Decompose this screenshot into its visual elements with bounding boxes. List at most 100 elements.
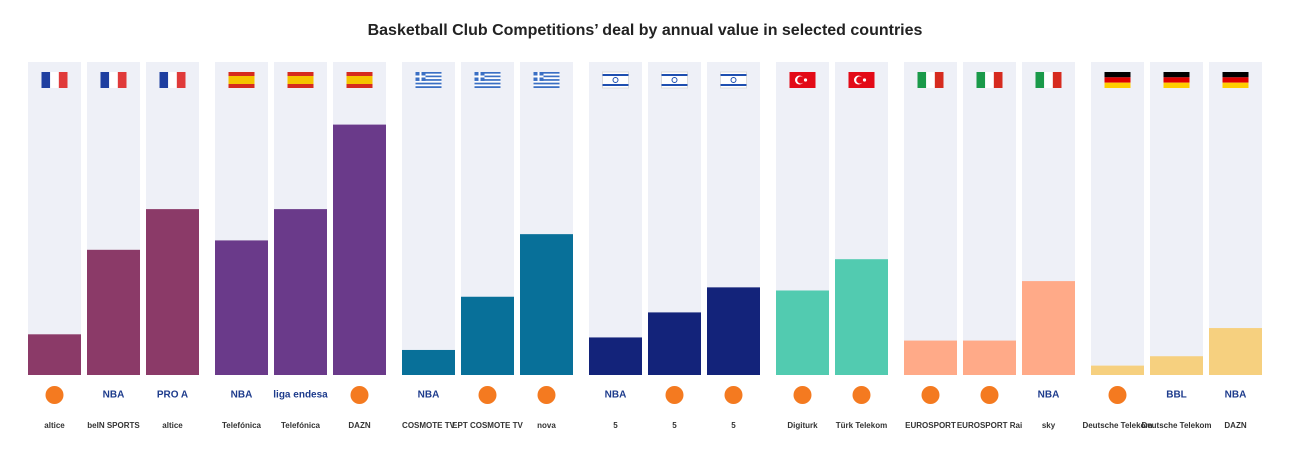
flag-stripe (1222, 82, 1249, 88)
bar (274, 209, 327, 375)
broadcaster-logo: altice (162, 421, 183, 430)
flag-stripe (415, 72, 442, 74)
euroleague-logo (980, 386, 999, 404)
broadcaster-logo: EPT COSMOTE TV (452, 421, 523, 430)
flag-stripe (720, 74, 747, 76)
bar (835, 259, 888, 375)
competition-logo: NBA (1038, 390, 1060, 401)
flag-stripe (993, 72, 1003, 88)
flag-stripe (661, 84, 688, 86)
bar (28, 334, 81, 375)
flag-stripe (1222, 72, 1249, 78)
broadcaster-logo: DAZN (348, 421, 370, 430)
flag-stripe (474, 72, 501, 74)
bar (461, 296, 514, 375)
euroleague-logo (793, 386, 812, 404)
flag-stripe (159, 72, 169, 88)
bar (648, 312, 701, 375)
broadcaster-logo: Telefónica (222, 421, 262, 430)
flag-stripe (533, 79, 560, 81)
bar (333, 124, 386, 375)
euroleague-logo (665, 386, 684, 404)
flag-stripe (474, 75, 501, 78)
flag-moon (797, 76, 805, 84)
competition-logo: NBA (418, 390, 440, 401)
competition-logo: NBA (605, 390, 627, 401)
flag-stripe (985, 72, 994, 88)
bar (520, 234, 573, 375)
flag-stripe (474, 80, 501, 83)
flag-stripe (533, 80, 560, 83)
flag-stripe (474, 73, 501, 76)
flag-stripe (50, 72, 59, 88)
flag-star (612, 77, 619, 83)
flag-stripe (1104, 82, 1131, 88)
flag-stripe (917, 72, 927, 88)
broadcaster-logo: Deutsche Telekom (1082, 421, 1152, 430)
flag-stripe (533, 75, 560, 78)
bar (215, 240, 268, 375)
flag-stripe (1163, 77, 1190, 83)
flag-stripe (926, 72, 935, 88)
euroleague-logo (350, 386, 369, 404)
competition-logo: PRO A (157, 390, 188, 401)
bar (146, 209, 199, 375)
flag-cross (533, 75, 544, 78)
flag-stripe (602, 84, 629, 86)
flag-cross (474, 75, 485, 78)
euroleague-logo (537, 386, 556, 404)
chart-title: Basketball Club Competitions’ deal by an… (368, 22, 923, 39)
flag-stripe (661, 74, 688, 76)
flag-stripe (415, 80, 442, 83)
bar (1150, 356, 1203, 375)
euroleague-logo (45, 386, 64, 404)
bar-track (963, 62, 1016, 375)
flag-stripe (533, 77, 560, 80)
bar (963, 340, 1016, 375)
flag-stripe (533, 84, 560, 87)
flag-stripe (415, 86, 442, 88)
competition-logo: BBL (1166, 390, 1187, 401)
flag-stripe (415, 82, 442, 85)
flag-stripe (287, 76, 314, 84)
flag-stripe (1052, 72, 1062, 88)
flag-stripe (176, 72, 186, 88)
bar (589, 337, 642, 375)
flag-stripe (474, 82, 501, 85)
broadcaster-logo: Türk Telekom (836, 421, 887, 430)
competition-logo: NBA (103, 390, 125, 401)
flag-stripe (1163, 72, 1190, 78)
bar-track (589, 62, 642, 375)
flag-stripe (1104, 72, 1131, 78)
flag-stripe (100, 72, 110, 88)
flag-stripe (58, 72, 68, 88)
broadcaster-logo: sky (1042, 421, 1056, 430)
bar (87, 249, 140, 375)
bar-track (904, 62, 957, 375)
euroleague-logo (1108, 386, 1127, 404)
flag-stripe (533, 72, 560, 74)
competition-logo: NBA (1225, 390, 1247, 401)
euroleague-logo (478, 386, 497, 404)
bar-track (402, 62, 455, 375)
flag-stripe (1104, 77, 1131, 83)
flag-stripe (415, 84, 442, 87)
flag-stripe (1044, 72, 1053, 88)
broadcaster-logo: 5 (613, 421, 618, 430)
broadcaster-logo: EUROSPORT Rai (957, 421, 1022, 430)
flag-stripe (976, 72, 986, 88)
flag-stripe (41, 72, 51, 88)
flag-stripe (474, 77, 501, 80)
competition-logo: NBA (231, 390, 253, 401)
bar (776, 290, 829, 375)
broadcaster-logo: 5 (672, 421, 677, 430)
flag-stripe (720, 84, 747, 86)
flag-stripe (934, 72, 944, 88)
bar (1022, 281, 1075, 375)
flag-stripe (415, 75, 442, 78)
flag-star (862, 78, 867, 82)
flag-stripe (1163, 82, 1190, 88)
euroleague-logo (724, 386, 743, 404)
broadcaster-logo: DAZN (1224, 421, 1246, 430)
